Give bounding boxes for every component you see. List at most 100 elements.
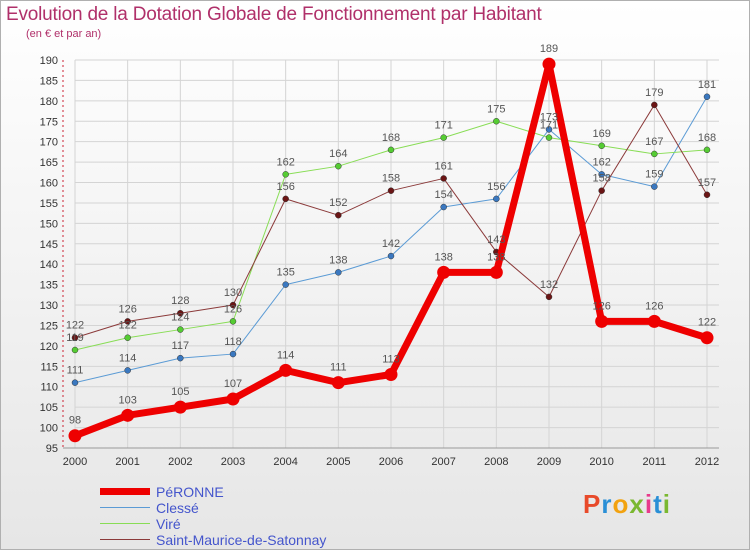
data-label-clesse: 159 xyxy=(645,169,663,181)
data-label-peronne: 126 xyxy=(645,300,663,312)
data-label-peronne: 103 xyxy=(118,394,136,406)
data-label-clesse: 111 xyxy=(67,365,84,377)
data-label-saint-maurice-de-satonnay: 179 xyxy=(645,87,663,99)
y-tick-label: 135 xyxy=(40,280,58,292)
y-tick-label: 150 xyxy=(40,218,58,230)
data-point-clesse xyxy=(598,171,605,178)
y-tick-label: 95 xyxy=(46,443,58,455)
y-tick-label: 130 xyxy=(40,300,58,312)
x-tick-label: 2008 xyxy=(484,456,508,468)
data-point-saint-maurice-de-satonnay xyxy=(177,309,184,317)
data-point-vire xyxy=(71,346,79,354)
y-tick-label: 120 xyxy=(40,341,58,353)
legend-item: PéRONNE xyxy=(100,484,326,500)
y-tick-label: 165 xyxy=(40,157,58,169)
data-point-peronne xyxy=(173,400,187,414)
data-point-saint-maurice-de-satonnay xyxy=(282,195,289,203)
data-label-clesse: 117 xyxy=(172,340,190,352)
data-label-vire: 171 xyxy=(540,120,558,132)
data-label-vire: 119 xyxy=(66,332,84,344)
data-label-peronne: 114 xyxy=(277,349,295,361)
data-label-saint-maurice-de-satonnay: 156 xyxy=(276,181,294,193)
data-point-saint-maurice-de-satonnay xyxy=(703,191,711,199)
data-label-vire: 175 xyxy=(487,103,505,115)
data-label-saint-maurice-de-satonnay: 128 xyxy=(171,295,189,307)
x-tick-label: 2011 xyxy=(643,456,667,468)
x-tick-label: 2006 xyxy=(379,456,403,468)
data-label-vire: 168 xyxy=(698,132,716,144)
legend-swatch xyxy=(100,523,150,524)
legend-swatch xyxy=(100,539,150,540)
data-point-peronne xyxy=(542,57,556,71)
x-tick-label: 2000 xyxy=(63,456,87,468)
x-tick-label: 2005 xyxy=(326,456,350,468)
data-label-clesse: 142 xyxy=(382,238,400,250)
data-point-saint-maurice-de-satonnay xyxy=(598,187,605,194)
data-point-saint-maurice-de-satonnay xyxy=(651,101,658,109)
data-label-clesse: 138 xyxy=(329,254,347,266)
y-tick-label: 140 xyxy=(40,259,58,271)
data-point-vire xyxy=(282,171,289,178)
data-point-saint-maurice-de-satonnay xyxy=(229,301,237,309)
data-label-peronne: 189 xyxy=(540,43,558,55)
data-point-peronne xyxy=(121,408,135,422)
data-point-peronne xyxy=(437,265,451,279)
data-point-vire xyxy=(229,318,237,325)
data-point-clesse xyxy=(545,126,553,133)
data-point-vire xyxy=(651,150,658,158)
x-tick-label: 2004 xyxy=(273,456,297,468)
y-tick-label: 145 xyxy=(40,239,58,251)
data-point-clesse xyxy=(335,269,342,276)
data-label-peronne: 122 xyxy=(698,317,716,329)
data-label-clesse: 114 xyxy=(119,352,137,364)
data-label-peronne: 113 xyxy=(382,353,400,365)
x-tick-label: 2003 xyxy=(221,456,245,468)
data-point-peronne xyxy=(700,331,714,345)
data-point-vire xyxy=(387,146,395,154)
data-label-peronne: 138 xyxy=(434,251,452,263)
data-point-vire xyxy=(703,146,711,154)
data-label-saint-maurice-de-satonnay: 143 xyxy=(487,234,505,246)
legend-item: Viré xyxy=(100,516,326,532)
data-point-saint-maurice-de-satonnay xyxy=(440,175,447,182)
data-label-peronne: 105 xyxy=(171,386,189,398)
y-tick-label: 155 xyxy=(40,198,58,210)
data-point-vire xyxy=(335,162,342,170)
data-point-clesse xyxy=(440,203,447,211)
legend-label: Clessé xyxy=(156,500,199,516)
chart-title: Evolution de la Dotation Globale de Fonc… xyxy=(6,4,542,25)
data-point-clesse xyxy=(493,195,500,203)
data-point-peronne xyxy=(384,367,398,381)
data-label-saint-maurice-de-satonnay: 126 xyxy=(118,303,136,315)
data-point-saint-maurice-de-satonnay xyxy=(335,211,342,219)
y-tick-label: 170 xyxy=(40,137,58,149)
data-point-clesse xyxy=(177,354,184,362)
data-label-clesse: 162 xyxy=(592,156,610,168)
legend-item: Saint-Maurice-de-Satonnay xyxy=(100,532,326,548)
x-tick-label: 2007 xyxy=(431,456,455,468)
x-tick-label: 2002 xyxy=(168,456,192,468)
y-tick-label: 125 xyxy=(40,320,58,332)
data-label-vire: 169 xyxy=(592,128,610,140)
data-label-vire: 167 xyxy=(645,136,663,148)
data-point-saint-maurice-de-satonnay xyxy=(545,293,553,301)
data-label-saint-maurice-de-satonnay: 132 xyxy=(540,279,558,291)
data-label-clesse: 118 xyxy=(224,336,242,348)
chart-subtitle: (en € et par an) xyxy=(26,28,102,40)
data-label-saint-maurice-de-satonnay: 152 xyxy=(329,197,347,209)
data-point-peronne xyxy=(68,429,82,443)
data-label-peronne: 126 xyxy=(592,300,610,312)
data-point-clesse xyxy=(71,379,79,386)
legend-item: Clessé xyxy=(100,500,326,516)
data-label-vire: 168 xyxy=(382,132,400,144)
y-tick-label: 190 xyxy=(40,55,58,67)
data-label-saint-maurice-de-satonnay: 158 xyxy=(382,173,400,185)
y-tick-label: 105 xyxy=(40,402,58,414)
data-label-peronne: 107 xyxy=(224,378,242,390)
data-point-vire xyxy=(493,118,500,125)
data-point-vire xyxy=(124,334,131,341)
data-label-clesse: 173 xyxy=(540,111,558,123)
y-tick-label: 175 xyxy=(40,116,58,128)
legend: PéRONNE Clessé Viré Saint-Maurice-de-Satonn… xyxy=(100,484,326,548)
